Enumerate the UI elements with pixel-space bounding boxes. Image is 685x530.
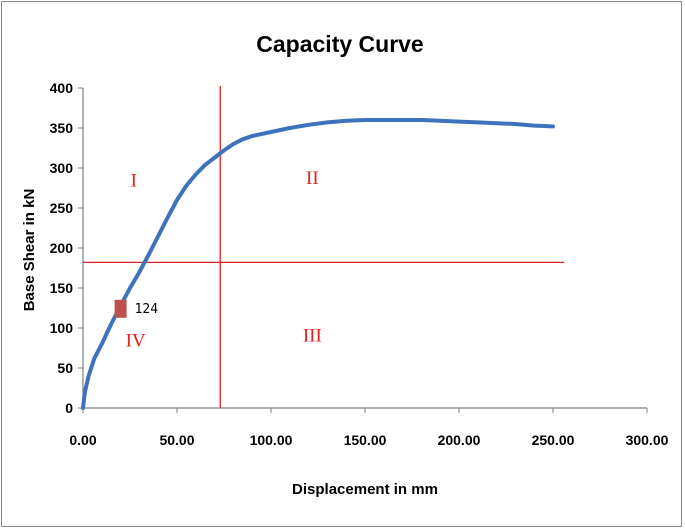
y-tick-label: 350: [50, 120, 74, 136]
x-tick-label: 200.00: [438, 432, 481, 448]
x-tick-label: 300.00: [626, 432, 669, 448]
x-tick-label: 0.00: [69, 432, 96, 448]
region-label: I: [131, 170, 137, 191]
y-tick-label: 150: [50, 280, 74, 296]
x-tick-label: 250.00: [532, 432, 575, 448]
x-axis-ticks: 0.00 50.00 100.00 150.00 200.00 250.00 300.00: [69, 408, 669, 448]
y-tick-label: 300: [50, 160, 74, 176]
region-label: IV: [126, 330, 146, 351]
y-tick-label: 200: [50, 240, 74, 256]
x-tick-label: 150.00: [344, 432, 387, 448]
y-tick-label: 0: [65, 400, 73, 416]
marked-point: [114, 299, 127, 318]
y-axis-ticks: 0 50 100 150 200 250 300 350 400: [50, 80, 83, 416]
marked-point-label: 124: [135, 302, 159, 317]
reference-lines: [83, 86, 565, 408]
y-axis-label: Base Shear in kN: [21, 189, 38, 312]
capacity-curve-line: [81, 118, 555, 410]
y-tick-label: 50: [57, 360, 73, 376]
x-axis-label: Displacement in mm: [292, 481, 438, 498]
region-label: III: [303, 326, 322, 347]
marked-point-group: 124: [114, 299, 159, 318]
y-tick-label: 100: [50, 320, 74, 336]
series-group: [81, 118, 555, 410]
x-tick-label: 100.00: [250, 432, 293, 448]
x-tick-label: 50.00: [159, 432, 194, 448]
y-tick-label: 250: [50, 200, 74, 216]
region-label: II: [306, 168, 319, 189]
chart-title: Capacity Curve: [256, 31, 423, 57]
y-tick-label: 400: [50, 80, 74, 96]
